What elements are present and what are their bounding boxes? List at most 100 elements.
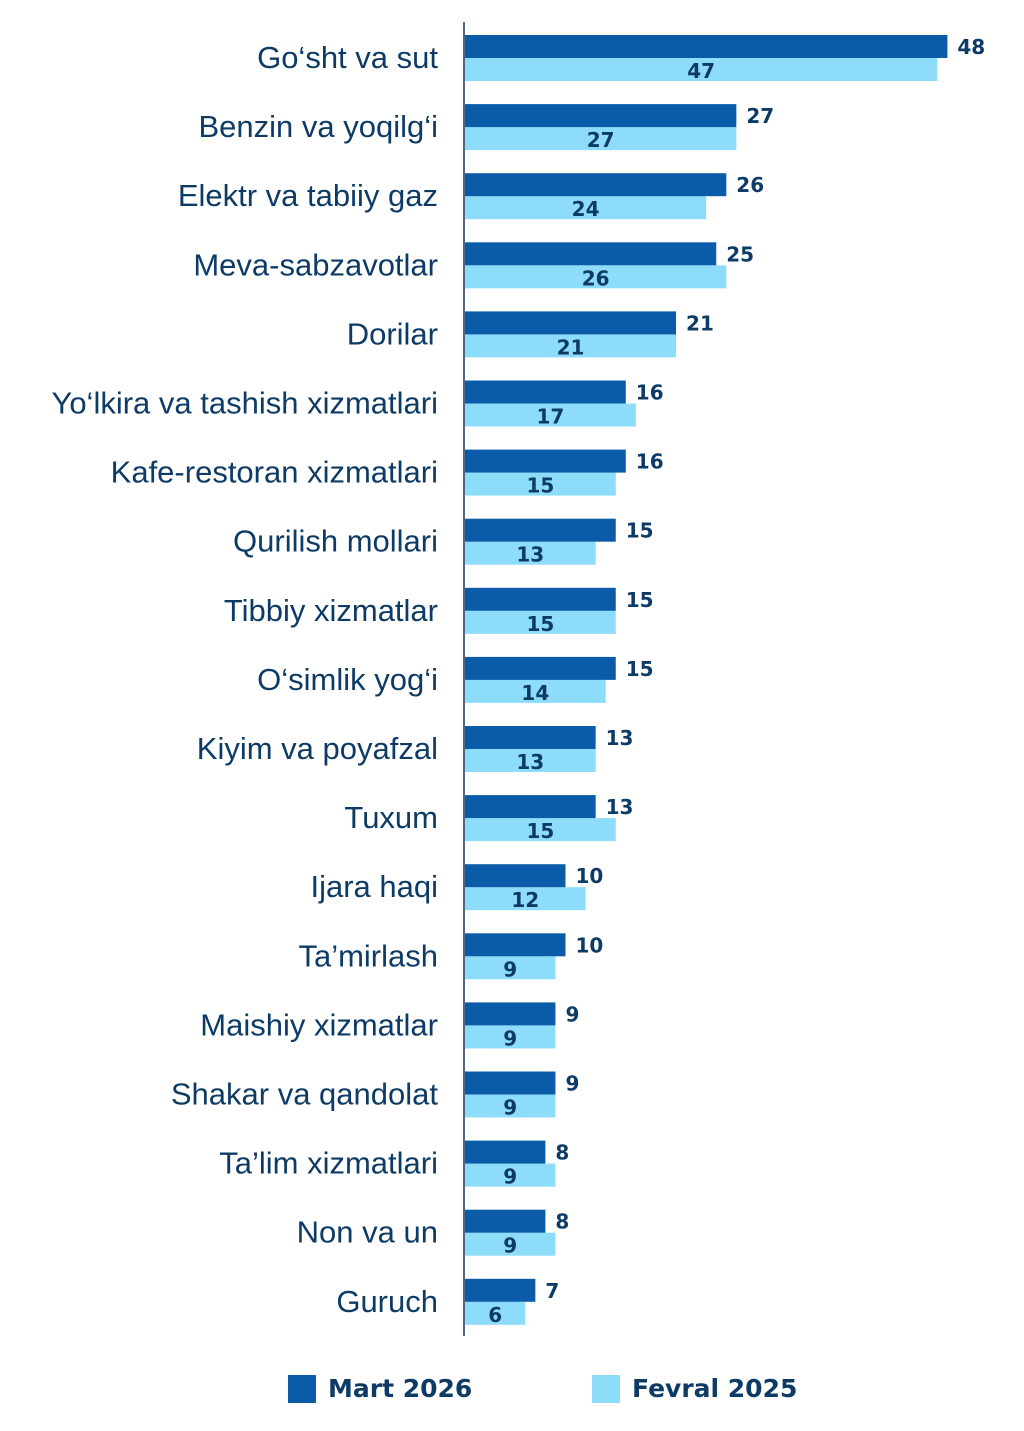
category-label: Non va un (297, 1215, 438, 1250)
bar-mart-2026 (465, 1071, 556, 1095)
bar-fevral-2025 (465, 749, 596, 772)
bar-fevral-2025 (465, 610, 616, 634)
value-label-fevral-2025: 15 (526, 612, 554, 636)
value-label-fevral-2025: 21 (557, 335, 585, 359)
value-label-mart-2026: 16 (636, 381, 664, 405)
bar-fevral-2025 (465, 541, 596, 565)
bar-fevral-2025 (465, 1301, 526, 1325)
category-label: Kiyim va poyafzal (197, 731, 438, 766)
value-label-fevral-2025: 14 (521, 681, 549, 705)
bar-mart-2026 (465, 1140, 546, 1164)
bar-fevral-2025 (465, 818, 616, 842)
value-label-mart-2026: 7 (545, 1279, 559, 1303)
bar-mart-2026 (465, 587, 616, 611)
bar-mart-2026 (465, 1278, 536, 1302)
value-label-mart-2026: 15 (626, 519, 654, 543)
value-label-fevral-2025: 9 (503, 1026, 517, 1050)
category-label: Ta’lim xizmatlari (219, 1146, 438, 1181)
value-label-fevral-2025: 24 (572, 197, 600, 221)
value-label-fevral-2025: 17 (537, 405, 565, 429)
legend-swatch-mart-2026 (288, 1374, 316, 1403)
bar-mart-2026 (465, 933, 566, 957)
value-label-mart-2026: 8 (555, 1141, 569, 1165)
legend-swatch-fevral-2025 (592, 1374, 620, 1403)
category-label: Shakar va qandolat (171, 1077, 439, 1112)
value-label-mart-2026: 8 (555, 1210, 569, 1234)
bar-mart-2026 (465, 1002, 556, 1026)
bar-mart-2026 (465, 795, 596, 819)
bar-fevral-2025 (465, 1232, 556, 1256)
bar-fevral-2025 (465, 1163, 556, 1187)
bar-fevral-2025 (465, 334, 677, 358)
category-label: O‘simlik yog‘i (257, 662, 438, 697)
bar-fevral-2025 (465, 127, 737, 151)
value-label-mart-2026: 9 (565, 1072, 579, 1096)
bar-fevral-2025 (465, 887, 586, 911)
value-label-fevral-2025: 9 (503, 1165, 517, 1189)
value-label-mart-2026: 13 (606, 726, 634, 750)
legend-label-fevral-2025: Fevral 2025 (632, 1374, 798, 1403)
category-label: Benzin va yoqilg‘i (198, 109, 438, 144)
bar-fevral-2025 (465, 58, 938, 81)
value-label-mart-2026: 25 (726, 242, 754, 266)
category-label: Elektr va tabiiy gaz (178, 178, 438, 213)
bar-mart-2026 (465, 864, 566, 888)
category-label: Yo‘lkira va tashish xizmatlari (51, 386, 438, 421)
value-label-fevral-2025: 13 (516, 750, 544, 774)
bar-mart-2026 (465, 242, 717, 266)
value-label-mart-2026: 13 (606, 795, 634, 819)
value-label-mart-2026: 9 (565, 1002, 579, 1026)
value-label-fevral-2025: 9 (503, 957, 517, 981)
bar-fevral-2025 (465, 679, 606, 703)
bar-mart-2026 (465, 173, 727, 197)
value-label-mart-2026: 10 (576, 864, 604, 888)
bar-fevral-2025 (465, 1025, 556, 1049)
value-label-mart-2026: 21 (686, 311, 714, 335)
category-label: Dorilar (347, 316, 438, 351)
category-label: Tibbiy xizmatlar (224, 593, 438, 628)
value-label-fevral-2025: 15 (526, 474, 554, 498)
bar-mart-2026 (465, 380, 626, 404)
bar-mart-2026 (465, 518, 616, 542)
category-label: Ta’mirlash (298, 938, 438, 973)
value-label-fevral-2025: 15 (526, 819, 554, 843)
bar-fevral-2025 (465, 956, 556, 980)
bar-mart-2026 (465, 104, 737, 128)
category-label: Tuxum (344, 800, 438, 835)
category-label: Meva-sabzavotlar (193, 247, 438, 282)
value-label-fevral-2025: 27 (587, 128, 615, 152)
value-label-mart-2026: 15 (626, 657, 654, 681)
bar-fevral-2025 (465, 403, 636, 427)
bar-fevral-2025 (465, 265, 727, 289)
value-label-mart-2026: 27 (746, 104, 774, 128)
value-label-fevral-2025: 47 (687, 59, 715, 83)
value-label-fevral-2025: 12 (511, 888, 539, 912)
bar-fevral-2025 (465, 472, 616, 496)
value-label-mart-2026: 10 (576, 933, 604, 957)
category-label: Guruch (336, 1284, 438, 1319)
category-label: Go‘sht va sut (257, 40, 438, 75)
value-label-mart-2026: 16 (636, 450, 664, 474)
legend-label-mart-2026: Mart 2026 (328, 1374, 473, 1403)
bar-fevral-2025 (465, 1094, 556, 1118)
bar-mart-2026 (465, 449, 626, 473)
legend-item-fevral-2025: Fevral 2025 (592, 1374, 797, 1403)
category-label: Ijara haqi (310, 869, 438, 904)
bar-fevral-2025 (465, 196, 707, 220)
category-label: Kafe-restoran xizmatlari (111, 455, 438, 490)
category-label: Qurilish mollari (233, 524, 438, 559)
bar-chart: Go‘sht va sut 48 47 Benzin va yoqilg‘i 27 27 E… (51, 22, 985, 1336)
bar-mart-2026 (465, 1209, 546, 1233)
bar-mart-2026 (465, 726, 596, 749)
value-label-fevral-2025: 9 (503, 1234, 517, 1258)
value-label-fevral-2025: 9 (503, 1096, 517, 1120)
bar-mart-2026 (465, 35, 948, 58)
value-label-mart-2026: 48 (957, 35, 985, 59)
bar-mart-2026 (465, 311, 677, 335)
bar-mart-2026 (465, 656, 616, 680)
value-label-fevral-2025: 13 (516, 543, 544, 567)
legend-item-mart-2026: Mart 2026 (288, 1374, 472, 1403)
value-label-fevral-2025: 6 (488, 1303, 502, 1327)
category-label: Maishiy xizmatlar (200, 1007, 438, 1042)
value-label-mart-2026: 26 (736, 173, 764, 197)
